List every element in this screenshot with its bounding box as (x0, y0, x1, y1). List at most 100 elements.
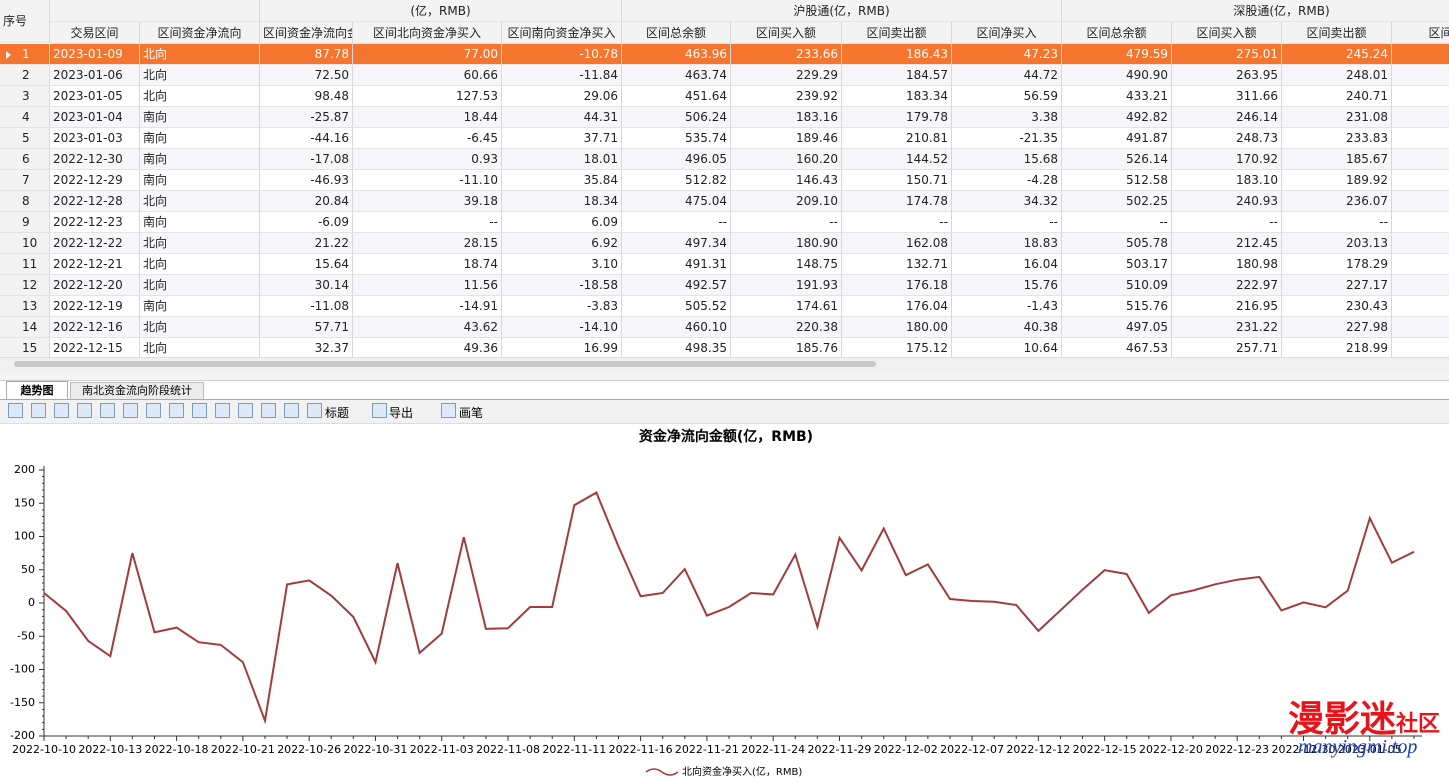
table-cell[interactable]: 13 (0, 296, 50, 317)
legend-swatch (645, 768, 679, 776)
table-cell: 98.48 (260, 86, 353, 107)
table-cell[interactable]: 14 (0, 317, 50, 338)
toolbar-icon[interactable] (372, 403, 387, 418)
header-cell: 区间净买入 (952, 22, 1062, 44)
table-cell[interactable]: 11 (0, 254, 50, 275)
table-cell[interactable]: 10 (0, 233, 50, 254)
toolbar-icon[interactable] (123, 403, 138, 418)
toolbar-icon[interactable] (169, 403, 184, 418)
table-cell: 2022-12-30 (50, 149, 140, 170)
watermark-url: manyingmi.top (1298, 736, 1418, 758)
table-cell: 2022-12-15 (50, 338, 140, 357)
table-cell: 175.12 (842, 338, 952, 357)
chart: 资金净流向金额(亿，RMB) -200 -150 -100 -50 0 50 100 150 2… (10, 428, 1422, 778)
tool-export[interactable]: 导出 (389, 406, 414, 420)
table-cell: 北向 (140, 338, 260, 357)
table-cell[interactable]: 5 (0, 128, 50, 149)
toolbar-icon[interactable] (238, 403, 253, 418)
table-cell: -11.10 (353, 170, 502, 191)
table-cell: 35.84 (502, 170, 622, 191)
x-tick-label: 2022-12-30 (1272, 743, 1336, 756)
table-cell: 240.71 (1282, 86, 1392, 107)
x-tick-label: 2022-12-07 (940, 743, 1004, 756)
toolbar-icon[interactable] (441, 403, 456, 418)
table-cell[interactable]: 2 (0, 65, 50, 86)
table-cell: 15.76 (952, 275, 1062, 296)
toolbar-icon[interactable] (146, 403, 161, 418)
table-cell: 185.67 (1282, 149, 1392, 170)
table-cell[interactable]: 15 (0, 338, 50, 357)
table-cell: -17.08 (260, 149, 353, 170)
tool-pen[interactable]: 画笔 (459, 406, 484, 420)
splitter[interactable] (0, 371, 1449, 381)
x-tick-label: 2022-10-18 (145, 743, 209, 756)
h-scrollbar[interactable] (0, 357, 1449, 371)
x-tick-label: 2022-11-24 (741, 743, 805, 756)
header-cell: 区间总余额 (622, 22, 731, 44)
x-tick-label: 2022-11-11 (542, 743, 606, 756)
table-cell[interactable]: 12 (0, 275, 50, 296)
table-cell: 2023-01-04 (50, 107, 140, 128)
table-cell[interactable]: 1 (0, 44, 50, 65)
table-cell: 北向 (140, 317, 260, 338)
table-cell: 497.34 (622, 233, 731, 254)
table-cell[interactable]: 4 (0, 107, 50, 128)
tab[interactable]: 南北资金流向阶段统计 (70, 382, 204, 400)
table-cell: 502.25 (1062, 191, 1172, 212)
table-cell: 2022-12-19 (50, 296, 140, 317)
table-cell: 535.74 (622, 128, 731, 149)
table-cell: 2023-01-09 (50, 44, 140, 65)
table-cell[interactable]: 7 (0, 170, 50, 191)
table-cell: 3.10 (502, 254, 622, 275)
header-cell: 交易区间 (50, 22, 140, 44)
table-cell: 56.59 (952, 86, 1062, 107)
toolbar-icon[interactable] (192, 403, 207, 418)
table-cell: 39.18 (353, 191, 502, 212)
table-cell: -11.84 (502, 65, 622, 86)
table-cell[interactable]: 9 (0, 212, 50, 233)
table-cell[interactable]: 6 (0, 149, 50, 170)
toolbar-icon[interactable] (261, 403, 276, 418)
table-cell[interactable]: 3 (0, 86, 50, 107)
table-cell: 47.23 (952, 44, 1062, 65)
table-cell: 6.92 (502, 233, 622, 254)
header-cell (50, 0, 260, 22)
toolbar-icon[interactable] (31, 403, 46, 418)
table-cell (1392, 86, 1449, 107)
table-cell: 30.14 (260, 275, 353, 296)
y-tick-label: 50 (21, 563, 35, 576)
table-cell[interactable]: 8 (0, 191, 50, 212)
toolbar-icon[interactable] (54, 403, 69, 418)
header-cell: 区间北向资金净买入 (353, 22, 502, 44)
table-cell: 222.97 (1172, 275, 1282, 296)
tool-title[interactable]: 标题 (325, 406, 350, 420)
table-cell: 2022-12-28 (50, 191, 140, 212)
x-tick-label: 2022-11-08 (476, 743, 540, 756)
table-cell: 311.66 (1172, 86, 1282, 107)
header-cell: 区间卖出额 (1282, 22, 1392, 44)
table-cell: 77.00 (353, 44, 502, 65)
table-cell: 20.84 (260, 191, 353, 212)
table-cell: 南向 (140, 107, 260, 128)
toolbar-icon[interactable] (8, 403, 23, 418)
toolbar-icon[interactable] (77, 403, 92, 418)
table-cell (1392, 128, 1449, 149)
table-cell: 185.76 (731, 338, 842, 357)
table-cell (1392, 254, 1449, 275)
toolbar-icon[interactable] (284, 403, 299, 418)
legend-label: 北向资金净买入(亿，RMB) (682, 765, 802, 778)
toolbar-icon[interactable] (215, 403, 230, 418)
toolbar-icon[interactable] (307, 403, 322, 418)
table-cell: 229.29 (731, 65, 842, 86)
y-tick-label: -150 (10, 696, 35, 709)
table-cell: -- (952, 212, 1062, 233)
table-cell: 44.72 (952, 65, 1062, 86)
y-tick-label: -200 (10, 729, 35, 742)
table-cell: 510.09 (1062, 275, 1172, 296)
table-cell: 16.04 (952, 254, 1062, 275)
x-tick-label: 2022-10-26 (277, 743, 341, 756)
toolbar-icon[interactable] (100, 403, 115, 418)
x-tick-label: 2022-12-15 (1073, 743, 1137, 756)
x-tick-label: 2022-11-03 (410, 743, 474, 756)
tab[interactable]: 趋势图 (6, 381, 68, 400)
